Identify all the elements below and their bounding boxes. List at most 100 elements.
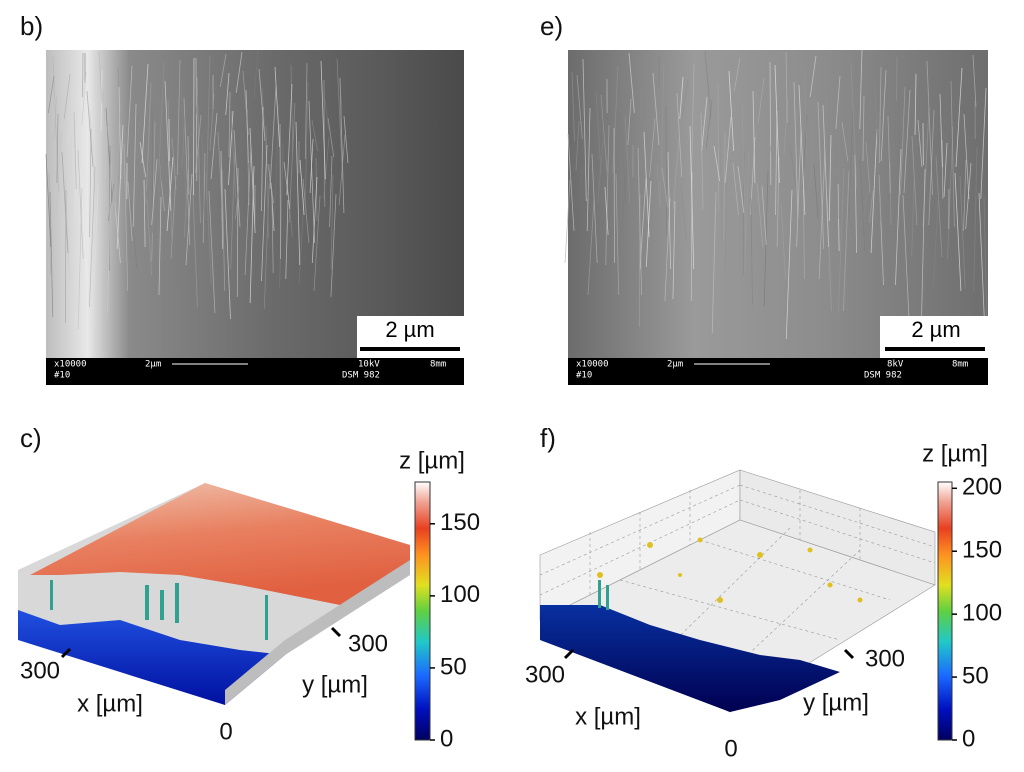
- fiber: [158, 196, 162, 296]
- fiber: [978, 192, 985, 324]
- fiber: [689, 125, 695, 270]
- fiber: [656, 164, 661, 210]
- fiber: [235, 186, 240, 220]
- fiber: [330, 174, 334, 270]
- fiber: [205, 55, 211, 202]
- fiber: [263, 163, 271, 310]
- fiber: [98, 50, 103, 104]
- fiber: [679, 76, 684, 120]
- fiber: [661, 167, 669, 208]
- fiber: [774, 64, 780, 184]
- fiber: [225, 72, 230, 116]
- fiber: [235, 51, 243, 94]
- fiber: [837, 183, 840, 252]
- axis-tick-label: 300: [865, 645, 905, 672]
- fiber: [741, 103, 747, 244]
- fiber: [210, 112, 218, 180]
- axis-label: y [µm]: [302, 671, 368, 698]
- fiber: [258, 68, 266, 142]
- fiber: [878, 66, 882, 164]
- fiber: [221, 169, 226, 292]
- fiber: [950, 80, 955, 228]
- fiber: [761, 185, 767, 246]
- fiber: [898, 102, 903, 134]
- fiber: [600, 94, 608, 172]
- colorbar-tick-label: 200: [962, 474, 1002, 501]
- fiber: [141, 63, 149, 164]
- fiber: [265, 125, 269, 240]
- fiber: [61, 151, 69, 254]
- fiber: [302, 178, 310, 244]
- fiber: [963, 159, 967, 232]
- fiber: [701, 96, 708, 152]
- fiber: [89, 128, 92, 238]
- fiber: [133, 84, 136, 186]
- panel-label: b): [20, 11, 43, 41]
- fiber: [947, 126, 954, 260]
- tick-mark: [843, 648, 855, 660]
- colorbar-tick-label: 50: [962, 662, 989, 689]
- fiber: [230, 110, 237, 200]
- colorbar-tick-label: 150: [962, 537, 1002, 564]
- fiber: [595, 91, 602, 174]
- fiber: [780, 202, 786, 280]
- fiber: [63, 73, 71, 120]
- fiber: [757, 77, 765, 124]
- fiber: [827, 88, 830, 190]
- scale-label: 2 µm: [385, 317, 434, 342]
- fiber: [638, 85, 643, 206]
- fiber: [719, 129, 723, 244]
- fiber: [691, 63, 695, 180]
- fiber: [700, 112, 704, 210]
- fiber: [575, 120, 580, 172]
- fiber: [809, 55, 817, 98]
- axis-label: y [µm]: [803, 689, 869, 716]
- fiber: [86, 90, 94, 168]
- fiber: [285, 199, 289, 280]
- fiber: [903, 89, 911, 194]
- fiber: [567, 133, 575, 232]
- tick-mark: [60, 647, 72, 659]
- fiber: [123, 143, 129, 292]
- fiber: [118, 86, 122, 180]
- fiber: [637, 147, 643, 296]
- fiber: [813, 163, 819, 220]
- fiber: [91, 185, 99, 336]
- fiber: [73, 111, 77, 190]
- fiber: [711, 191, 717, 334]
- fiber: [959, 175, 966, 290]
- fiber: [170, 175, 177, 260]
- fiber: [587, 199, 595, 296]
- fiber: [955, 67, 963, 168]
- fiber: [841, 121, 849, 162]
- fiber: [889, 161, 892, 226]
- colorbar-tick-label: 100: [440, 581, 480, 608]
- fiber: [576, 74, 583, 140]
- fiber: [64, 170, 70, 282]
- fiber: [874, 82, 881, 222]
- scale-label: 2 µm: [911, 317, 960, 342]
- fiber: [267, 163, 275, 204]
- fiber: [151, 158, 158, 226]
- colorbar: [414, 481, 431, 741]
- fiber: [107, 164, 112, 314]
- fiber: [279, 123, 281, 260]
- fiber: [143, 179, 146, 248]
- info-text: #10: [54, 371, 70, 381]
- info-bar: [568, 358, 988, 385]
- fiber: [887, 115, 891, 194]
- fiber: [854, 154, 858, 254]
- fiber: [93, 147, 98, 266]
- fiber: [802, 176, 805, 280]
- scale-bar: [885, 347, 985, 351]
- fiber: [643, 131, 650, 238]
- panel-label: e): [540, 11, 563, 41]
- fiber: [604, 186, 609, 236]
- fiber: [324, 98, 329, 130]
- fiber: [582, 58, 587, 202]
- fiber: [261, 106, 264, 212]
- fiber: [304, 81, 309, 202]
- fiber: [114, 105, 121, 222]
- fiber: [789, 143, 797, 188]
- fiber: [56, 113, 59, 184]
